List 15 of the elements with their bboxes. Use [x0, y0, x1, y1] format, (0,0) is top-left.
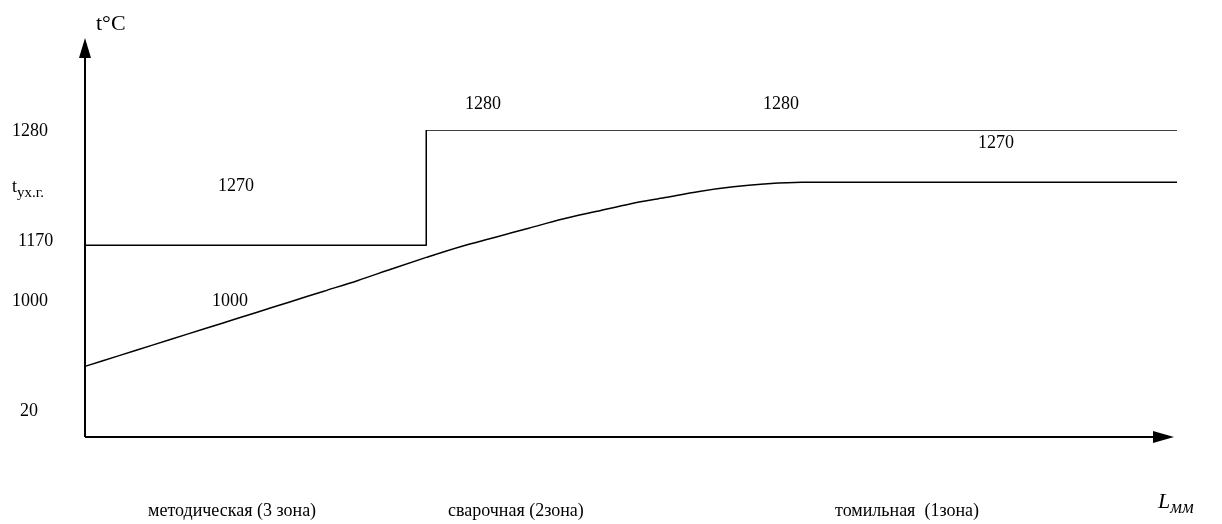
text: 1170: [18, 230, 54, 251]
text: методическая (3 зона): [148, 500, 317, 521]
text: томильная (1зона): [835, 500, 980, 521]
text: 1280: [12, 120, 48, 141]
x-axis-title: L$_{мм}$: [1158, 488, 1194, 519]
text: 1280: [465, 93, 501, 114]
text: 1000: [12, 290, 48, 311]
annotation: 1270: [978, 132, 1014, 153]
text: 20: [20, 400, 38, 421]
text: t$_{ух.г.}$: [12, 176, 44, 201]
text: 1280: [763, 93, 799, 114]
text: сварочная (2зона): [448, 500, 584, 521]
annotation: 1270: [218, 175, 254, 196]
y-axis-title: t°C: [96, 10, 126, 36]
annotation: 1000: [212, 290, 248, 311]
